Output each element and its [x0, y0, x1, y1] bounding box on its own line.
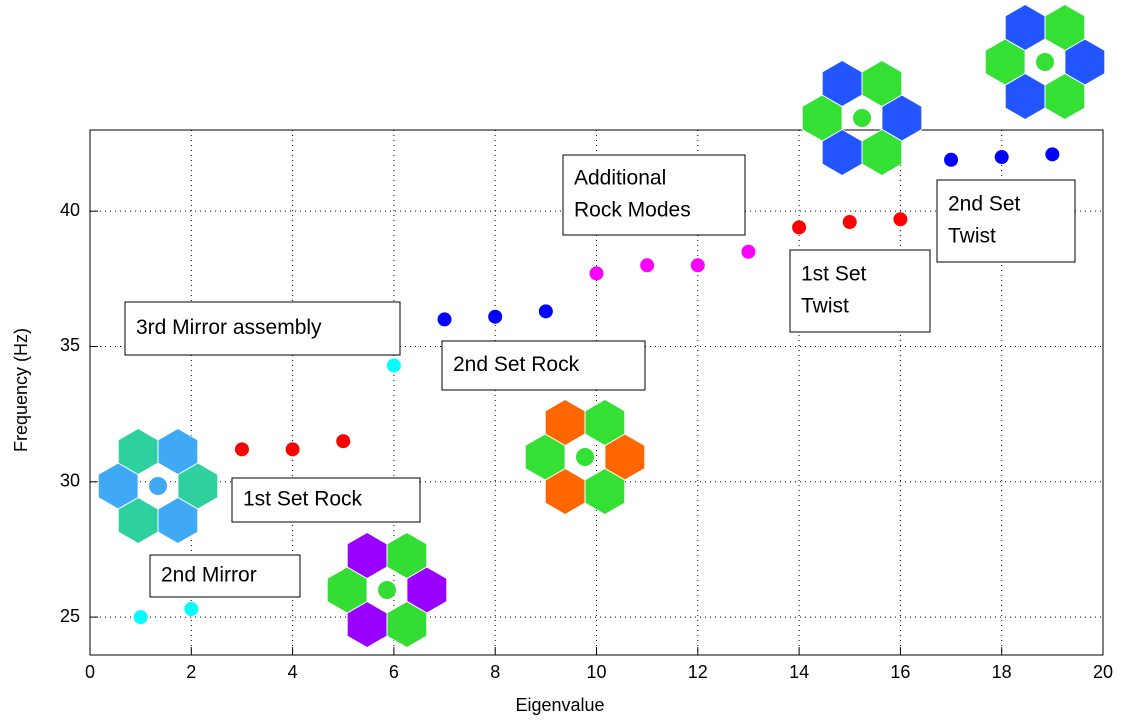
y-axis-label: Frequency (Hz) — [11, 328, 31, 452]
annotation-box — [124, 301, 401, 356]
mirror-center — [576, 448, 594, 466]
mirror-center — [853, 109, 871, 127]
data-point — [336, 434, 351, 449]
annotation-text: 1st Set Rock — [243, 488, 363, 511]
x-tick-label: 4 — [288, 662, 298, 682]
data-point — [690, 258, 705, 273]
x-tick-label: 2 — [186, 662, 196, 682]
mirror-image — [801, 59, 923, 177]
mirror-center — [378, 581, 396, 599]
mirror-segment — [157, 427, 199, 476]
data-point — [589, 266, 604, 281]
annotation-box — [789, 249, 931, 333]
data-point — [893, 212, 908, 227]
x-tick-label: 18 — [992, 662, 1012, 682]
data-point — [842, 215, 857, 230]
plot-frame — [89, 129, 1104, 656]
data-point — [184, 601, 199, 616]
annotation-text: Rock Modes — [574, 199, 691, 222]
mirror-segment — [386, 531, 428, 580]
y-tick-label: 25 — [60, 606, 80, 626]
mirror-segment — [584, 398, 626, 447]
data-point — [133, 610, 148, 625]
data-point — [285, 442, 300, 457]
x-tick-label: 10 — [586, 662, 606, 682]
annotation-text: Additional — [574, 167, 666, 190]
mirror-image — [524, 398, 646, 516]
data-point — [488, 309, 503, 324]
annotation-text: 2nd Mirror — [161, 564, 257, 587]
data-point — [538, 304, 553, 319]
mirror-segment — [861, 59, 903, 108]
data-point — [640, 258, 655, 273]
x-tick-label: 20 — [1093, 662, 1113, 682]
annotation-box — [562, 154, 746, 236]
x-tick-label: 8 — [490, 662, 500, 682]
mirror-center — [1036, 53, 1054, 71]
y-tick-label: 40 — [60, 200, 80, 220]
mirror-image — [97, 427, 219, 545]
data-point — [792, 220, 807, 235]
data-point — [1045, 147, 1060, 162]
x-tick-label: 14 — [789, 662, 809, 682]
y-tick-label: 35 — [60, 335, 80, 355]
annotation-text: 1st Set — [801, 263, 867, 286]
data-point — [437, 312, 452, 327]
x-axis-label: Eigenvalue — [515, 695, 604, 715]
x-tick-label: 0 — [85, 662, 95, 682]
annotation-box — [441, 340, 646, 391]
annotation-text: 3rd Mirror assembly — [136, 316, 322, 339]
annotation-text: Twist — [801, 295, 849, 318]
annotation-box — [936, 179, 1076, 263]
data-point — [234, 442, 249, 457]
y-tick-label: 30 — [60, 471, 80, 491]
data-point — [944, 152, 959, 167]
mirror-image — [326, 531, 448, 649]
annotation-text: Twist — [948, 225, 996, 248]
data-point — [741, 244, 756, 259]
annotation-text: 2nd Set Rock — [453, 353, 580, 376]
x-tick-label: 6 — [389, 662, 399, 682]
mirror-center — [149, 477, 167, 495]
mirror-image — [984, 3, 1106, 121]
annotation-box — [231, 477, 421, 523]
annotation-box — [149, 554, 301, 598]
x-tick-label: 12 — [688, 662, 708, 682]
mirror-segment — [1044, 3, 1086, 52]
x-tick-label: 16 — [890, 662, 910, 682]
annotation-text: 2nd Set — [948, 193, 1021, 216]
data-point — [994, 150, 1009, 165]
data-point — [386, 358, 401, 373]
